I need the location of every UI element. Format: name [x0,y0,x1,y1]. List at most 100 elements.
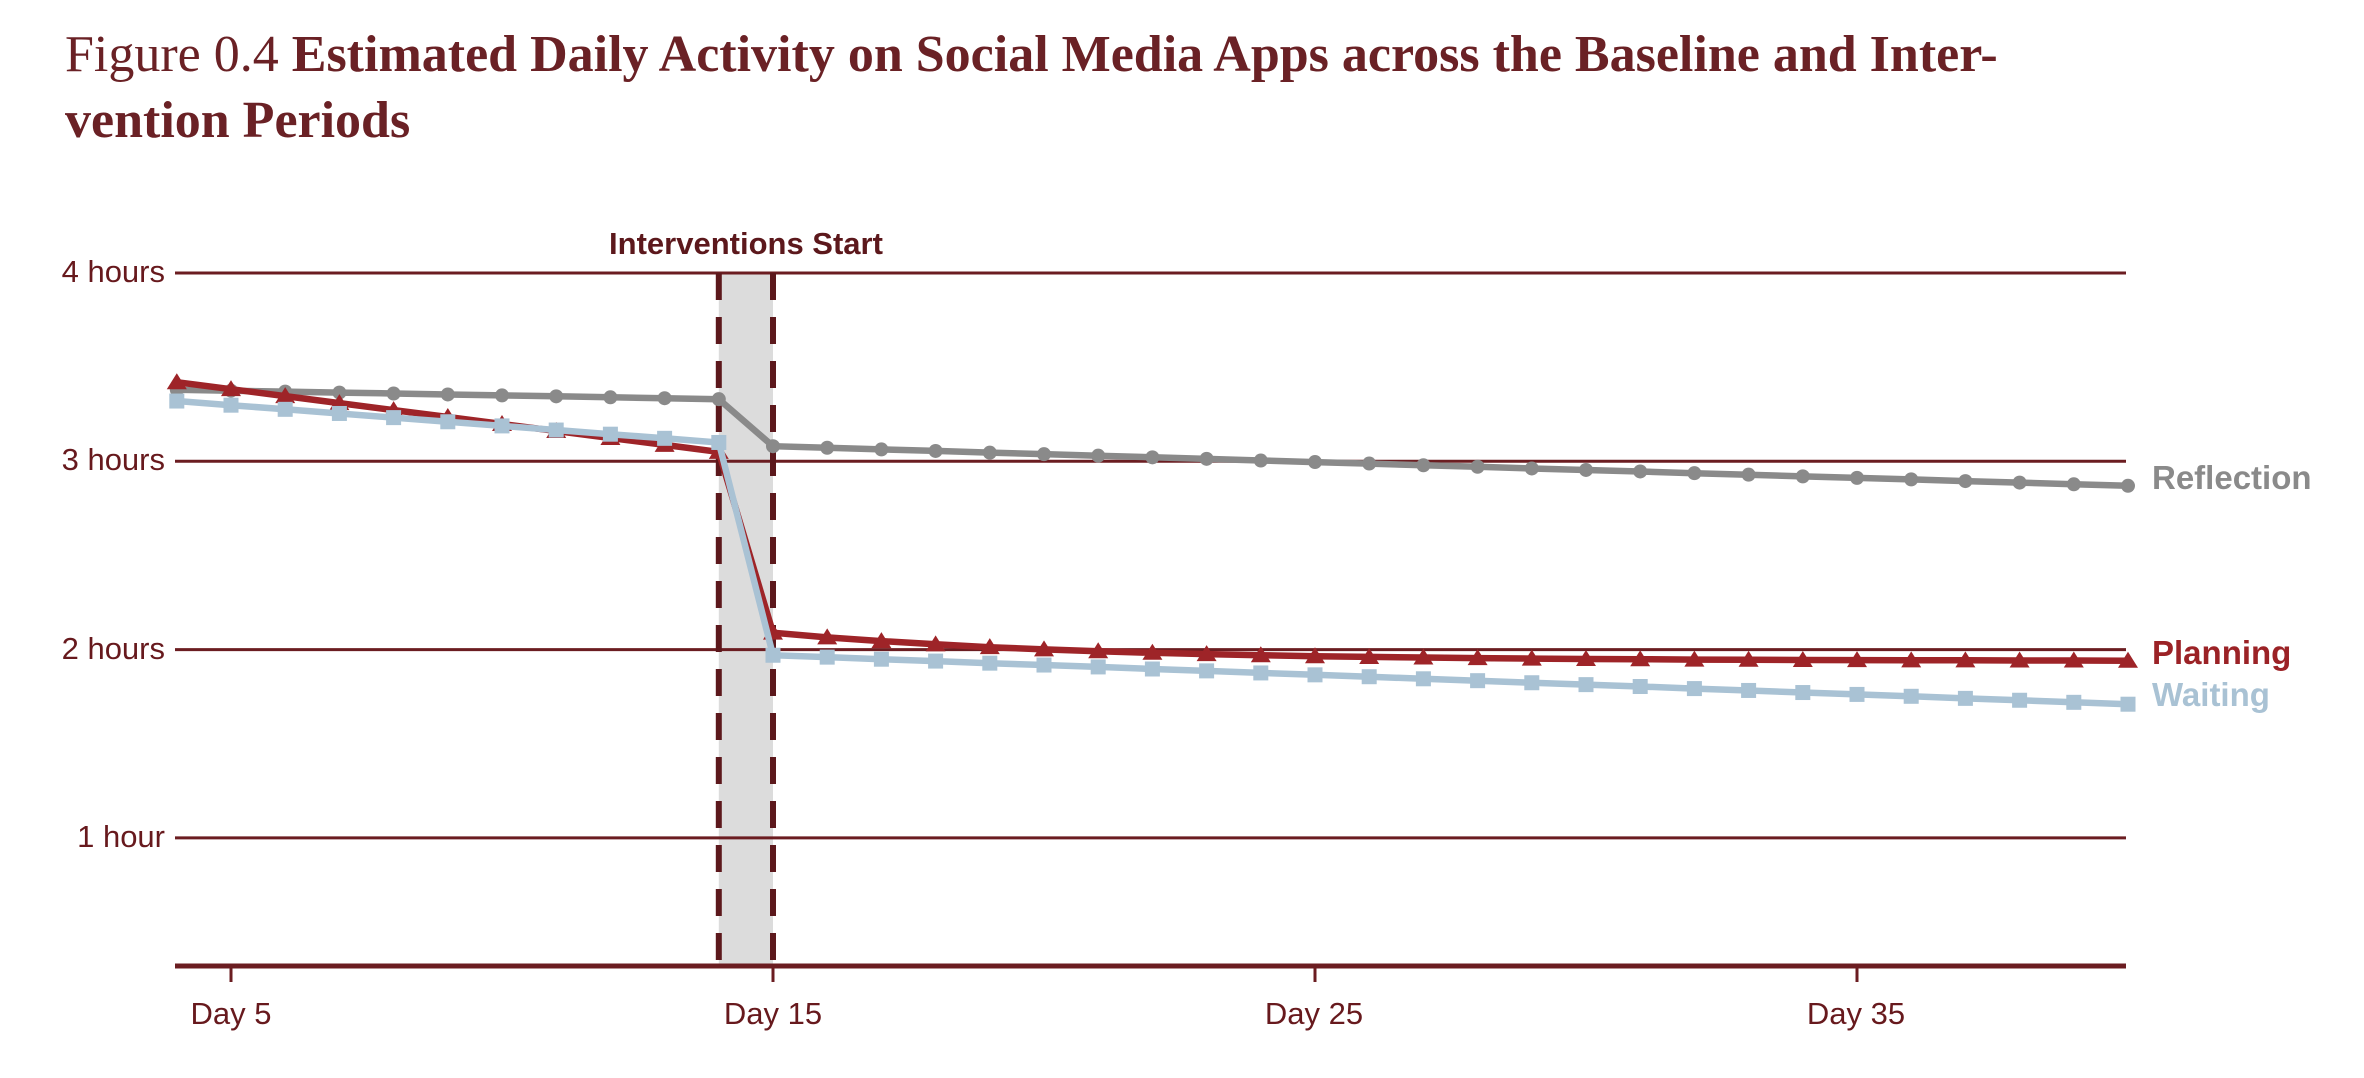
marker-square-waiting [1199,663,1215,679]
marker-square-waiting [1253,665,1269,681]
marker-square-waiting [819,649,835,665]
marker-triangle-planning [1196,645,1217,662]
marker-square-waiting [1578,677,1594,693]
marker-square-waiting [169,393,185,409]
marker-square-waiting [331,405,347,421]
series-label-waiting: Waiting [2152,676,2270,713]
marker-circle-reflection [1687,466,1702,481]
marker-circle-reflection [549,389,564,404]
title-text-part2: vention Periods [65,92,411,149]
marker-triangle-planning [1792,650,1813,667]
marker-triangle-planning [1359,647,1380,664]
marker-triangle-planning [166,373,187,390]
marker-circle-reflection [332,385,347,400]
marker-triangle-planning [1142,643,1163,660]
marker-circle-reflection [874,442,889,457]
x-axis-tick-label-day5: Day 5 [190,996,272,1031]
marker-circle-reflection [495,388,509,403]
marker-square-waiting [602,426,618,442]
title-line-1: Figure 0.4 Estimated Daily Activity on S… [65,22,1998,88]
marker-square-waiting [1795,685,1811,701]
series-line-reflection [176,386,2129,490]
marker-triangle-planning [1521,649,1542,666]
marker-square-waiting [2120,696,2136,712]
page-title: Figure 0.4 Estimated Daily Activity on S… [65,22,1998,154]
marker-circle-reflection [1850,470,1864,485]
marker-square-waiting [873,651,889,667]
marker-circle-reflection [1633,464,1648,479]
marker-triangle-planning [979,638,1000,655]
marker-triangle-planning [221,380,241,397]
marker-square-waiting [928,653,944,669]
marker-triangle-planning [1630,650,1651,667]
marker-circle-reflection [711,392,726,407]
marker-square-waiting [1470,673,1486,689]
marker-triangle-planning [871,632,892,649]
y-axis-tick-label-3hours: 3 hours [61,442,165,477]
marker-circle-reflection [928,443,943,458]
marker-square-waiting [1090,659,1106,675]
marker-square-waiting [1524,675,1540,691]
marker-circle-reflection [1741,467,1756,482]
marker-square-waiting [223,397,239,413]
marker-square-waiting [1957,690,1973,706]
marker-square-waiting [1144,661,1160,677]
marker-triangle-planning [2118,651,2138,668]
marker-square-waiting [1415,671,1431,687]
figure-number-label: Figure 0.4 [65,26,279,83]
marker-circle-reflection [1958,474,1973,489]
marker-square-waiting [1361,669,1377,685]
marker-triangle-planning [1738,650,1759,667]
marker-circle-reflection [1524,461,1539,476]
marker-circle-reflection [2121,478,2135,493]
marker-square-waiting [657,430,673,446]
marker-circle-reflection [1416,458,1431,473]
marker-square-waiting [1632,679,1648,695]
marker-circle-reflection [982,445,997,460]
marker-triangle-planning [275,387,296,404]
marker-circle-reflection [1091,448,1106,463]
marker-triangle-planning [1684,650,1705,667]
marker-square-waiting [1686,681,1702,697]
marker-triangle-planning [1955,651,1976,668]
marker-triangle-planning [1467,649,1488,666]
marker-circle-reflection [2066,477,2081,492]
marker-square-waiting [2066,694,2082,710]
x-axis-tick-label-day35: Day 35 [1806,996,1906,1031]
marker-square-waiting [1849,686,1865,702]
marker-square-waiting [1307,667,1323,683]
marker-circle-reflection [603,390,618,405]
marker-triangle-planning [1034,640,1054,657]
marker-triangle-planning [1413,648,1434,665]
marker-circle-reflection [1308,455,1322,470]
marker-square-waiting [386,410,402,426]
marker-square-waiting [1741,682,1757,698]
marker-triangle-planning [1901,651,1922,668]
marker-circle-reflection [657,391,672,406]
marker-square-waiting [1903,688,1919,704]
marker-square-waiting [711,434,727,450]
marker-triangle-planning [1088,642,1109,659]
marker-circle-reflection [2012,475,2027,490]
marker-square-waiting [765,647,781,663]
marker-triangle-planning [817,628,838,645]
marker-circle-reflection [766,439,780,454]
title-text-part1: Estimated Daily Activity on Social Media… [291,26,1998,83]
marker-circle-reflection [1362,456,1377,471]
marker-square-waiting [548,422,564,438]
marker-circle-reflection [1037,447,1051,462]
marker-circle-reflection [1199,451,1214,466]
y-axis-tick-label-4hours: 4 hours [61,254,165,289]
marker-triangle-planning [2063,651,2084,668]
marker-circle-reflection [386,386,401,401]
marker-circle-reflection [440,387,455,402]
marker-triangle-planning [1305,647,1325,664]
marker-square-waiting [982,655,998,671]
interventions-start-annotation: Interventions Start [609,226,883,261]
marker-triangle-planning [2009,651,2030,668]
y-axis-tick-label-2hours: 2 hours [61,631,165,666]
marker-circle-reflection [1253,453,1268,468]
marker-circle-reflection [1795,469,1810,484]
